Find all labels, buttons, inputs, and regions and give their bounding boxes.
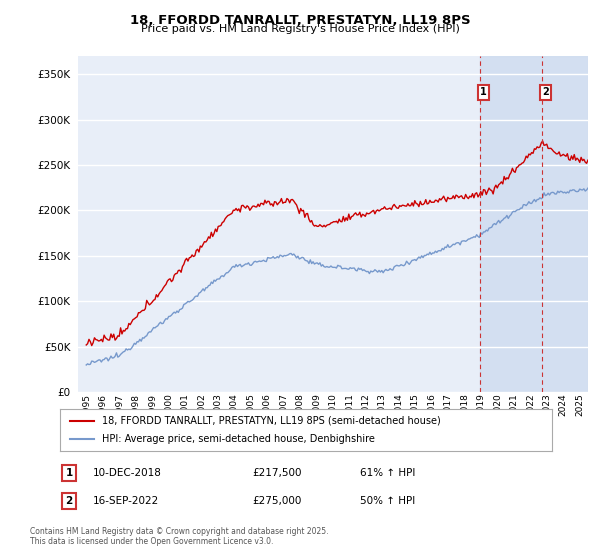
Bar xyxy=(480,56,588,392)
Text: 18, FFORDD TANRALLT, PRESTATYN, LL19 8PS (semi-detached house): 18, FFORDD TANRALLT, PRESTATYN, LL19 8PS… xyxy=(102,416,440,426)
Text: 50% ↑ HPI: 50% ↑ HPI xyxy=(360,496,415,506)
Text: 10-DEC-2018: 10-DEC-2018 xyxy=(93,468,162,478)
Text: Price paid vs. HM Land Registry's House Price Index (HPI): Price paid vs. HM Land Registry's House … xyxy=(140,24,460,34)
Text: 1: 1 xyxy=(65,468,73,478)
Text: £275,000: £275,000 xyxy=(252,496,301,506)
Text: HPI: Average price, semi-detached house, Denbighshire: HPI: Average price, semi-detached house,… xyxy=(102,434,374,444)
Text: 2: 2 xyxy=(65,496,73,506)
Text: 16-SEP-2022: 16-SEP-2022 xyxy=(93,496,159,506)
Text: £217,500: £217,500 xyxy=(252,468,302,478)
Text: 18, FFORDD TANRALLT, PRESTATYN, LL19 8PS: 18, FFORDD TANRALLT, PRESTATYN, LL19 8PS xyxy=(130,14,470,27)
Text: Contains HM Land Registry data © Crown copyright and database right 2025.
This d: Contains HM Land Registry data © Crown c… xyxy=(30,526,329,546)
Text: 1: 1 xyxy=(480,87,487,97)
Text: 2: 2 xyxy=(542,87,549,97)
Text: 61% ↑ HPI: 61% ↑ HPI xyxy=(360,468,415,478)
